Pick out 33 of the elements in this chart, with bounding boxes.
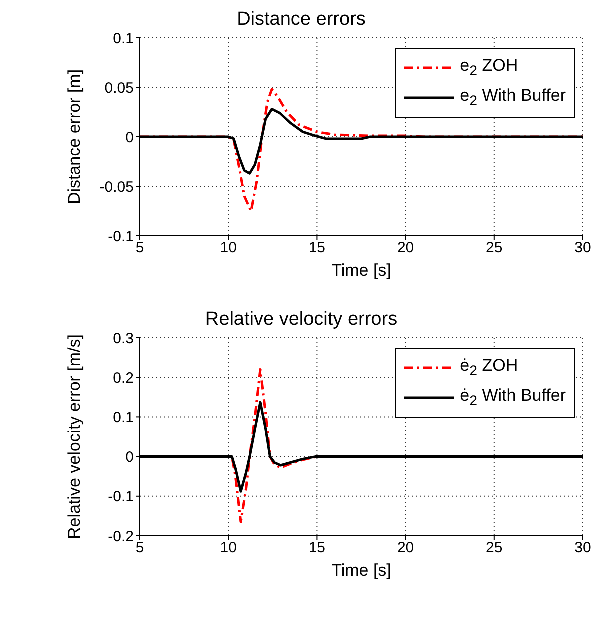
y-tick-label: -0.1 (108, 488, 134, 506)
y-tick-label: 0.1 (113, 30, 134, 48)
x-tick-label: 15 (308, 240, 326, 257)
legend-label: ė$_{2}$ With Buffer (460, 386, 566, 410)
x-tick-label: 25 (486, 240, 503, 257)
y-tick-label: 0.3 (113, 330, 134, 348)
x-tick-label: 25 (486, 540, 503, 557)
y-axis-title: Distance error [m] (65, 69, 84, 205)
x-tick-label: 15 (308, 540, 326, 557)
y-tick-label: -0.05 (100, 178, 134, 196)
x-axis-title: Time [s] (332, 261, 392, 280)
y-tick-label: -0.1 (108, 228, 134, 246)
y-tick-label: 0 (126, 449, 134, 466)
y-axis-title: Relative velocity error [m/s] (65, 334, 84, 540)
chart-title: Distance errors (236, 8, 367, 32)
y-tick-label: 0 (126, 129, 134, 146)
x-tick-label: 20 (397, 540, 414, 557)
y-tick-label: 0.1 (113, 410, 134, 427)
x-tick-label: 10 (220, 540, 237, 557)
legend-label: e$_{2}$ ZOH (460, 56, 518, 80)
x-tick-label: 30 (574, 540, 592, 557)
x-tick-label: 10 (220, 240, 237, 257)
y-tick-label: 0.2 (113, 370, 134, 387)
x-tick-label: 5 (136, 240, 144, 257)
x-axis-title: Time [s] (332, 561, 392, 580)
x-tick-label: 20 (397, 240, 414, 257)
y-tick-label: -0.2 (108, 528, 134, 546)
y-tick-label: 0.05 (104, 80, 134, 97)
x-tick-label: 5 (136, 540, 144, 557)
legend-label: e$_{2}$ With Buffer (460, 86, 566, 110)
legend-label: ė$_{2}$ ZOH (460, 356, 518, 380)
chart-title: Relative velocity errors (204, 308, 399, 332)
x-tick-label: 30 (574, 240, 592, 257)
